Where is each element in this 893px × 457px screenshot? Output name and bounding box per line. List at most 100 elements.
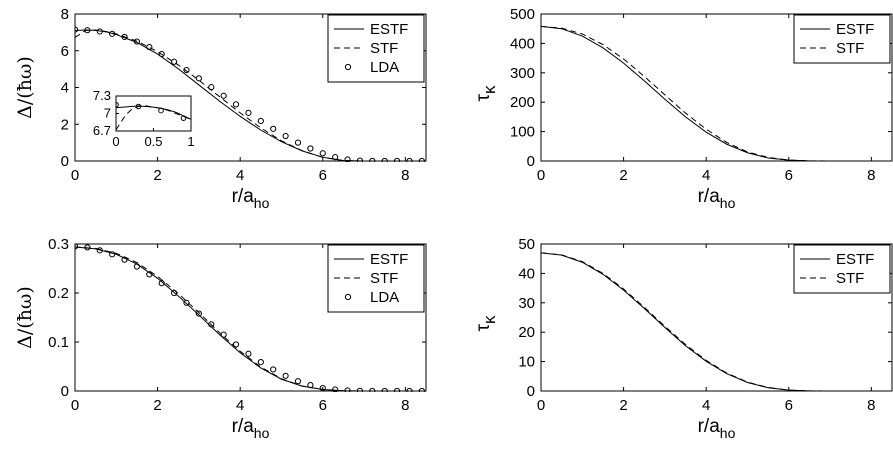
panel-1-x-tick-label: 4 (236, 167, 244, 184)
panel-1-lda-point (84, 27, 91, 34)
panel-1-y-tick-label: 0 (61, 153, 69, 170)
panel-1-inset-stf-line (116, 105, 191, 131)
panel-1-y-tick-label: 4 (61, 80, 69, 97)
panel-2-y-tick-label: 400 (510, 35, 535, 52)
panel-2-x-tick-label: 4 (702, 167, 710, 184)
panel-3-lda-point (282, 372, 289, 379)
panel-4-x-tick-label: 4 (702, 397, 710, 414)
panel-4-y-tick-label: 50 (518, 236, 535, 253)
panel-2-x-tick-label: 2 (619, 167, 627, 184)
panel-4-legend-box (793, 244, 891, 294)
panel-1-lda-point (208, 84, 215, 91)
panel-2-y-axis-label: τκ (473, 85, 499, 102)
panel-3-x-tick-label: 4 (236, 397, 244, 414)
panel-1-x-tick-label: 8 (401, 167, 409, 184)
panel-4-y-axis-label: τκ (473, 315, 499, 332)
panel-4-legend: ESTF STF (793, 244, 891, 294)
panel-3-y-tick-label: 0.2 (48, 285, 69, 302)
panel-1-inset-x-tick-label: 0 (112, 134, 119, 149)
panel-1-lda-point (282, 132, 289, 140)
panel-1-lda-point (121, 33, 128, 41)
panel-2-x-axis-label: r/aho (698, 186, 736, 211)
panel-2-legend-box (793, 14, 891, 64)
panel-1-lda-point (171, 58, 178, 65)
panel-1-lda-point (133, 38, 141, 45)
panel-1-legend-estf-label: ESTF (370, 21, 408, 38)
panel-4-y-tick-label: 10 (518, 354, 535, 371)
panel-1-inset-y-tick-label: 6.7 (93, 123, 111, 138)
panel-2-y-tick-label: 100 (510, 124, 535, 141)
panel-1: 0 2 4 6 8 0 2 4 6 8 r/aho Δ/(ħω) ESTF STF LDA 0 0.5 1 6.7 7… (14, 6, 427, 211)
panel-3-lda-point (195, 310, 202, 317)
panel-4-x-tick-label: 8 (867, 397, 875, 414)
panel-1-lda-point (332, 154, 339, 161)
panel-1-inset-lda-point (180, 115, 187, 121)
panel-2-x-tick-label: 6 (785, 167, 793, 184)
panel-4-y-tick-label: 0 (527, 383, 535, 400)
panel-3-lda-point (307, 382, 314, 389)
panel-3-legend-lda-label: LDA (370, 289, 399, 306)
panel-4-y-tick-label: 40 (518, 265, 535, 282)
panel-3-lda-point (133, 263, 141, 270)
panel-3: 0 2 4 6 8 0 0.1 0.2 0.3 r/aho Δ/(ħω) ESTF STF LDA (14, 236, 427, 441)
panel-2-y-tick-label: 200 (510, 94, 535, 111)
panel-1-inset-estf-line (116, 105, 191, 120)
panel-4-x-tick-label: 6 (785, 397, 793, 414)
panel-1-lda-point (257, 117, 264, 125)
panel-4-x-tick-label: 0 (537, 397, 545, 414)
panel-2-legend-stf-label: STF (836, 40, 864, 57)
panel-4-x-axis-label: r/aho (698, 416, 736, 441)
panel-3-legend-stf-label: STF (370, 270, 398, 287)
panel-1-lda-point (183, 66, 190, 74)
panel-3-lda-point (146, 271, 153, 278)
panel-1-legend: ESTF STF LDA (327, 14, 425, 83)
panel-3-lda-point (121, 256, 128, 263)
panel-1-inset-lda-markers (116, 101, 187, 121)
panel-1-inset-lda-point (135, 103, 142, 110)
panel-1-legend-stf-label: STF (370, 40, 398, 57)
panel-4: 0 2 4 6 8 0 10 20 30 40 50 r/aho τκ ESTF STF (473, 236, 893, 441)
panel-4-x-tick-label: 2 (619, 397, 627, 414)
panel-1-x-tick-label: 2 (153, 167, 161, 184)
panel-4-legend-estf-label: ESTF (836, 251, 874, 268)
panel-2-y-tick-label: 0 (527, 153, 535, 170)
panel-3-lda-point (270, 366, 277, 373)
panel-1-lda-point (195, 75, 202, 82)
panel-1-lda-point (158, 50, 165, 58)
panel-1-y-tick-label: 8 (61, 6, 69, 23)
panel-4-axes-frame (540, 243, 893, 392)
panel-1-lda-point (232, 101, 240, 108)
panel-1-lda-point (96, 28, 103, 35)
panel-1-inset-plot-area (116, 101, 191, 131)
panel-3-lda-point (332, 386, 339, 392)
panel-3-stf-line (75, 246, 426, 392)
panel-2: 0 2 4 6 8 0 100 200 300 400 500 r/aho τκ ESTF STF (473, 6, 893, 211)
panel-1-inset-y-tick-label: 7 (104, 106, 111, 121)
panel-1-legend-lda-label: LDA (370, 59, 399, 76)
panel-1-x-tick-label: 6 (319, 167, 327, 184)
panel-2-y-tick-label: 500 (510, 6, 535, 23)
panel-1-lda-point (109, 30, 116, 37)
panel-3-legend-lda-swatch (344, 293, 352, 301)
panel-1-lda-point (220, 92, 227, 99)
panel-3-x-tick-label: 6 (319, 397, 327, 414)
panel-1-lda-point (307, 145, 314, 152)
panel-3-x-tick-label: 2 (153, 397, 161, 414)
panel-1-lda-point (245, 109, 252, 116)
panel-3-lda-point (294, 378, 302, 385)
panel-1-x-axis-label: r/aho (232, 186, 270, 211)
panel-1-lda-point (146, 43, 153, 51)
panel-2-legend: ESTF STF (793, 14, 891, 64)
panel-1-lda-point (294, 139, 302, 146)
panel-2-x-tick-label: 0 (537, 167, 545, 184)
panel-1-y-tick-label: 6 (61, 43, 69, 60)
panel-3-y-tick-label: 0 (61, 383, 69, 400)
panel-1-inset: 0 0.5 1 6.7 7 7.3 (93, 88, 195, 149)
panel-2-x-tick-label: 8 (867, 167, 875, 184)
panel-1-x-tick-label: 0 (71, 167, 79, 184)
panel-1-lda-point (344, 156, 351, 162)
panel-3-lda-point (171, 289, 178, 297)
panel-3-x-tick-label: 8 (401, 397, 409, 414)
panel-1-lda-point (270, 125, 277, 132)
